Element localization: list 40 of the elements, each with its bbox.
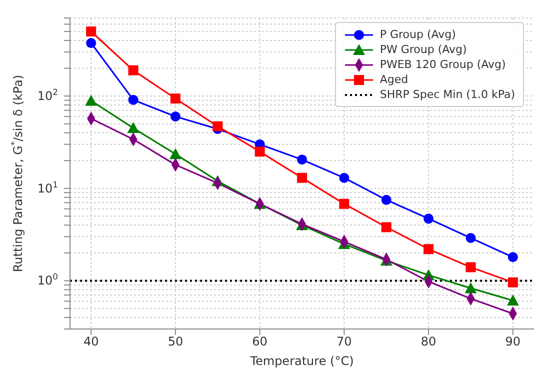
legend-label: SHRP Spec Min (1.0 kPa) [378,87,515,102]
point [169,148,182,160]
point [127,122,140,134]
point [508,277,518,288]
point [128,65,138,76]
y-tick-label: 10$^{1}$ [37,179,58,196]
point [297,172,307,183]
x-tick-label: 50 [168,334,184,349]
point [508,252,518,262]
x-tick-label: 80 [420,334,436,349]
point [339,172,350,183]
x-tick-label: 40 [83,334,99,349]
x-tick-label: 60 [252,334,268,349]
y-tick-label: 10$^{2}$ [37,87,58,104]
point [170,94,180,104]
y-tick-label: 10$^{0}$ [37,272,58,288]
point [506,294,519,306]
point [85,94,98,106]
x-axis-title: Temperature (°C) [249,354,354,368]
legend-label: PWEB 120 Group (Avg) [378,57,507,72]
point [381,194,392,205]
legend-label: PW Group (Avg) [378,42,468,57]
point [128,94,138,105]
point [86,38,96,48]
legend-label: Aged [378,72,410,87]
x-tick-label: 90 [505,334,521,349]
point [466,233,476,244]
point [466,262,476,272]
point [424,214,434,224]
point [254,146,265,157]
point [86,26,96,36]
point [424,244,434,254]
x-tick-label: 70 [336,334,352,349]
point [212,121,223,132]
point [339,198,350,209]
point [170,112,180,122]
point [381,222,392,232]
point [297,154,307,165]
legend-label: P Group (Avg) [378,27,457,42]
point [464,282,477,294]
